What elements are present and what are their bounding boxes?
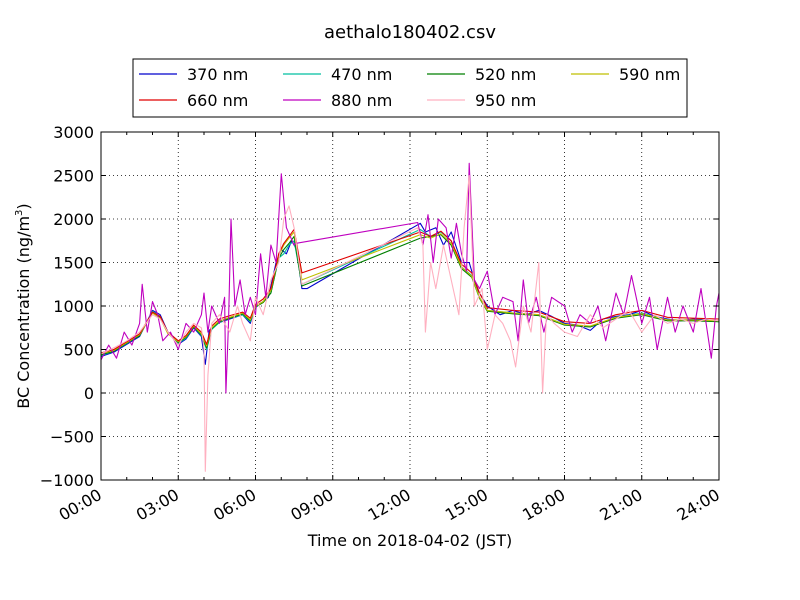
legend-box xyxy=(132,58,688,118)
series-line xyxy=(101,231,719,355)
legend-label: 370 nm xyxy=(187,65,248,84)
y-tick-label: −500 xyxy=(50,428,94,447)
y-tick-label: 1500 xyxy=(53,254,94,273)
chart-title: aethalo180402.csv xyxy=(324,22,496,43)
y-tick-label: 500 xyxy=(63,341,94,360)
y-tick-label: 0 xyxy=(84,384,94,403)
grid-lines xyxy=(101,132,719,480)
x-axis-label: Time on 2018-04-02 (JST) xyxy=(307,531,512,550)
legend-label: 660 nm xyxy=(187,91,248,110)
y-axis-label-main: BC Concentration (ng/m xyxy=(14,216,33,409)
series-layer xyxy=(101,162,719,472)
y-tick-label: 2500 xyxy=(53,167,94,186)
y-tick-label: 1000 xyxy=(53,297,94,316)
y-axis-label: BC Concentration (ng/m3) xyxy=(14,203,33,408)
legend-label: 520 nm xyxy=(475,65,536,84)
legend-label: 880 nm xyxy=(331,91,392,110)
y-tick-label: 2000 xyxy=(53,210,94,229)
series-line xyxy=(101,162,719,394)
y-axis-label-close: ) xyxy=(14,203,33,209)
y-axis: 3000 2500 2000 1500 1000 500 0 −500 −1000 xyxy=(40,123,719,490)
y-tick-label: −1000 xyxy=(40,471,94,490)
legend-label: 590 nm xyxy=(619,65,680,84)
legend-label: 470 nm xyxy=(331,65,392,84)
y-tick-label: 3000 xyxy=(53,123,94,142)
y-axis-label-superscript: 3 xyxy=(14,210,25,216)
legend: 370 nm 470 nm 520 nm 590 nm 660 nm 880 nm 950 … xyxy=(132,58,688,118)
series-line xyxy=(101,174,719,472)
legend-label: 950 nm xyxy=(475,91,536,110)
series-line xyxy=(101,228,719,354)
